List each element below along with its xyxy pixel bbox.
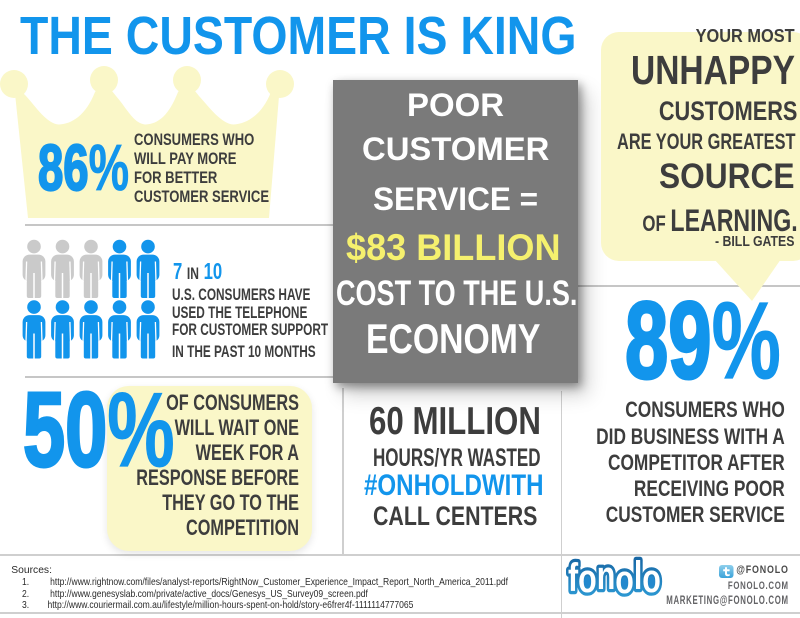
svg-text:fonolo: fonolo	[568, 553, 661, 602]
